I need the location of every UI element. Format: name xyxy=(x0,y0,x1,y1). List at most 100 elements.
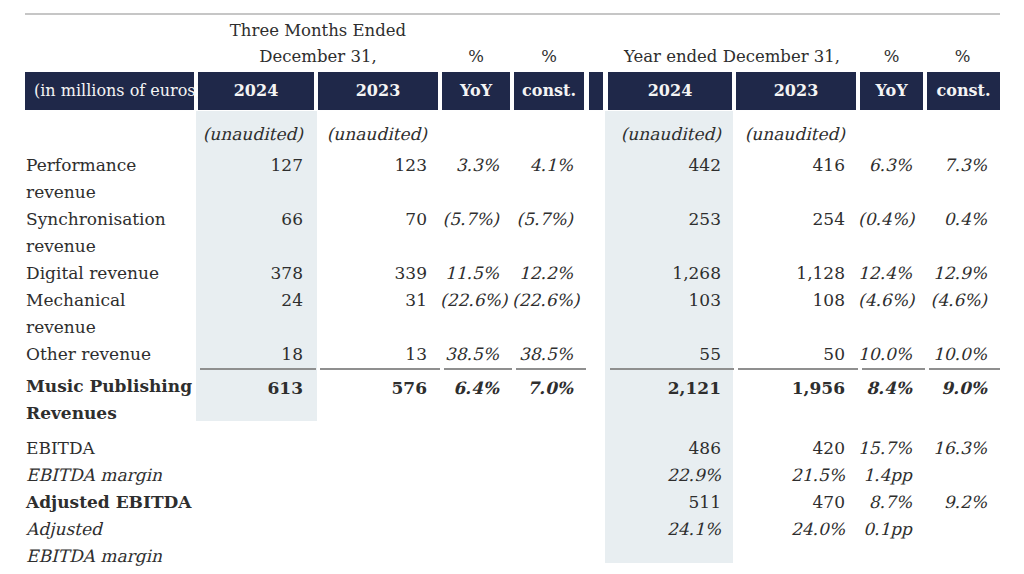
table-row: EBITDA margin22.9%21.5%1.4pp xyxy=(25,462,1000,489)
cell-q4-const: 12.2% xyxy=(512,260,586,287)
cell-fy-const: 12.9% xyxy=(925,260,1000,287)
cell-fy-2023: (unaudited) xyxy=(734,121,858,148)
group-divider-cell xyxy=(586,489,606,516)
cell-fy-yoy: 0.1pp xyxy=(858,516,925,570)
fy-const-header-cell: const. xyxy=(927,72,1000,110)
cell-q4-yoy xyxy=(440,121,512,148)
cell-q4-yoy: (5.7%) xyxy=(440,206,512,260)
group-divider-cell xyxy=(586,152,606,206)
cell-fy-2024: 103 xyxy=(606,287,734,341)
cell-fy-2024: 1,268 xyxy=(606,260,734,287)
q4-period-title-line1: Three Months Ended xyxy=(196,18,440,44)
cell-fy-2024: 486 xyxy=(606,435,734,462)
cell-fy-2023: 1,128 xyxy=(734,260,858,287)
cell-fy-const: 7.3% xyxy=(925,152,1000,206)
cell-fy-yoy xyxy=(858,121,925,148)
cell-q4-2024: 66 xyxy=(196,206,316,260)
cell-q4-2023: 13 xyxy=(316,341,440,368)
cell-fy-yoy: 15.7% xyxy=(858,435,925,462)
q4-period-title-line2: December 31, xyxy=(196,44,440,70)
cell-q4-const: 4.1% xyxy=(512,152,586,206)
group-divider-cell xyxy=(586,121,606,148)
table-row: EBITDA48642015.7%16.3% xyxy=(25,435,1000,462)
cell-fy-const: 9.0% xyxy=(929,368,1000,427)
cell-fy-yoy: 12.4% xyxy=(858,260,925,287)
cell-fy-2023: 1,956 xyxy=(738,368,858,427)
cell-fy-2023: 108 xyxy=(734,287,858,341)
cell-q4-2023 xyxy=(316,435,440,462)
table-row: Digital revenue37833911.5%12.2%1,2681,12… xyxy=(25,260,1000,287)
cell-q4-2023 xyxy=(316,516,440,570)
cell-q4-const: (5.7%) xyxy=(512,206,586,260)
cell-fy-const: 10.0% xyxy=(925,341,1000,368)
group-divider-cell xyxy=(586,341,606,368)
fy-period-title: Year ended December 31, xyxy=(606,44,858,70)
cell-fy-yoy: 8.4% xyxy=(862,368,925,427)
row-label: EBITDA margin xyxy=(25,462,196,489)
cell-fy-2023: 21.5% xyxy=(734,462,858,489)
cell-fy-yoy: (4.6%) xyxy=(858,287,925,341)
cell-fy-2024: 24.1% xyxy=(606,516,734,570)
table-row: Music PublishingRevenues6135766.4%7.0%2,… xyxy=(25,368,1000,427)
cell-q4-const: 38.5% xyxy=(512,341,586,368)
cell-fy-2024: 22.9% xyxy=(606,462,734,489)
cell-q4-2023 xyxy=(316,489,440,516)
cell-q4-yoy: 11.5% xyxy=(440,260,512,287)
row-label: Synchronisationrevenue xyxy=(25,206,196,260)
cell-fy-const xyxy=(925,516,1000,570)
group-divider-cell xyxy=(586,368,606,427)
group-divider-cell xyxy=(586,260,606,287)
row-label: Digital revenue xyxy=(25,260,196,287)
cell-fy-2024: 55 xyxy=(606,341,734,368)
group-divider-cell xyxy=(586,435,606,462)
cell-fy-const xyxy=(925,121,1000,148)
table-top-rule xyxy=(25,13,1000,15)
unit-label-header-cell: (in millions of euros) xyxy=(25,72,194,110)
cell-q4-const xyxy=(512,516,586,570)
cell-fy-2023: 24.0% xyxy=(734,516,858,570)
cell-q4-2024 xyxy=(196,462,316,489)
cell-fy-2023: 470 xyxy=(734,489,858,516)
cell-q4-const xyxy=(512,489,586,516)
cell-fy-2023: 416 xyxy=(734,152,858,206)
cell-fy-yoy: (0.4%) xyxy=(858,206,925,260)
financial-results-page: Three Months Ended December 31, % % Year… xyxy=(0,0,1024,574)
table-body: (unaudited)(unaudited)(unaudited)(unaudi… xyxy=(25,111,1000,570)
row-label xyxy=(25,121,196,148)
cell-q4-yoy: 6.4% xyxy=(444,368,512,427)
row-label: Music PublishingRevenues xyxy=(25,368,196,427)
cell-fy-yoy: 8.7% xyxy=(858,489,925,516)
fy-2023-header-cell: 2023 xyxy=(736,72,856,110)
cell-q4-2024: 127 xyxy=(196,152,316,206)
cell-fy-yoy: 10.0% xyxy=(858,341,925,368)
fy-const-percent-sign: % xyxy=(925,44,1000,70)
cell-q4-yoy: 38.5% xyxy=(440,341,512,368)
cell-fy-const: 9.2% xyxy=(925,489,1000,516)
group-divider-cell xyxy=(586,206,606,260)
cell-fy-2023: 50 xyxy=(734,341,858,368)
cell-q4-2023: 70 xyxy=(316,206,440,260)
cell-q4-2024: 378 xyxy=(196,260,316,287)
cell-q4-2023: (unaudited) xyxy=(316,121,440,148)
cell-q4-const: (22.6%) xyxy=(512,287,586,341)
cell-q4-2024 xyxy=(196,516,316,570)
row-label: Mechanicalrevenue xyxy=(25,287,196,341)
group-divider-cell xyxy=(586,462,606,489)
cell-fy-2024: 511 xyxy=(606,489,734,516)
table-row: Other revenue181338.5%38.5%555010.0%10.0… xyxy=(25,341,1000,368)
row-label: Other revenue xyxy=(25,341,196,368)
q4-const-percent-sign: % xyxy=(512,44,586,70)
header-group-divider xyxy=(589,72,603,110)
table-row: Performancerevenue1271233.3%4.1%4424166.… xyxy=(25,152,1000,206)
table-row: (unaudited)(unaudited)(unaudited)(unaudi… xyxy=(25,121,1000,148)
cell-q4-2023 xyxy=(316,462,440,489)
cell-fy-const xyxy=(925,462,1000,489)
cell-q4-yoy xyxy=(440,435,512,462)
cell-q4-const xyxy=(512,462,586,489)
cell-q4-2024 xyxy=(196,435,316,462)
cell-q4-yoy xyxy=(440,516,512,570)
fy-yoy-percent-sign: % xyxy=(858,44,925,70)
group-divider-cell xyxy=(586,287,606,341)
cell-q4-yoy: (22.6%) xyxy=(440,287,512,341)
group-divider-cell xyxy=(586,516,606,570)
